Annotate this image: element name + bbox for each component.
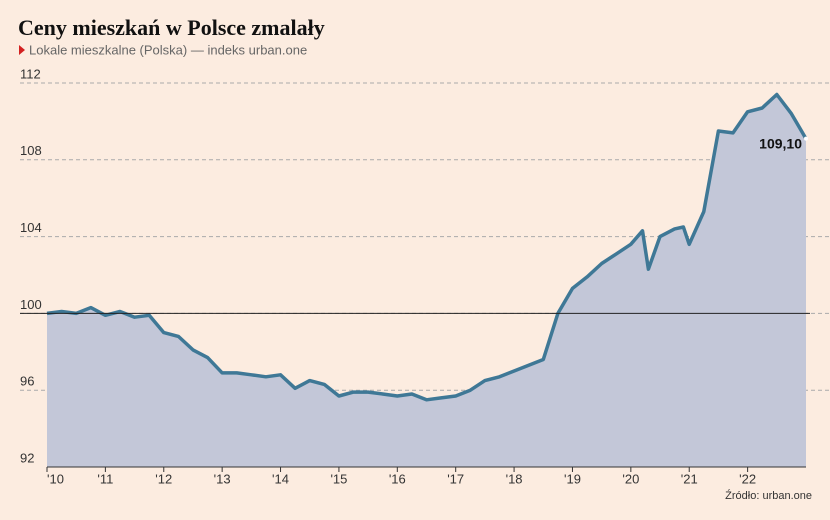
x-tick-label: '17 (447, 471, 464, 486)
x-tick-label: '21 (681, 471, 698, 486)
end-point (804, 136, 808, 141)
chart-title: Ceny mieszkań w Polsce zmalały (18, 15, 325, 40)
chart-subtitle: Lokale mieszkalne (Polska) — indeks urba… (29, 42, 307, 57)
line (46, 92, 808, 402)
y-tick-label: 104 (20, 220, 42, 235)
source: Źródło: urban.one (725, 489, 812, 502)
x-tick-label: '11 (97, 471, 113, 486)
y-tick-label: 92 (20, 450, 34, 465)
x-tick-label: '18 (506, 471, 523, 486)
subtitle-marker (19, 45, 25, 55)
x-tick-label: '16 (389, 471, 406, 486)
x-tick-label: '12 (155, 471, 172, 486)
y-tick-label: 112 (20, 66, 41, 81)
x-tick-label: '10 (47, 471, 64, 486)
x-tick-label: '15 (330, 471, 347, 486)
x-tick-label: '20 (622, 471, 639, 486)
y-tick-label: 100 (20, 297, 42, 312)
x-tick-label: '13 (214, 471, 231, 486)
x-tick-label: '14 (272, 471, 289, 486)
x-tick-label: '22 (739, 471, 756, 486)
x-tick-label: '19 (564, 471, 581, 486)
data-label: 109,10 (759, 135, 802, 151)
y-tick-label: 96 (20, 374, 34, 389)
y-tick-label: 108 (20, 143, 42, 158)
